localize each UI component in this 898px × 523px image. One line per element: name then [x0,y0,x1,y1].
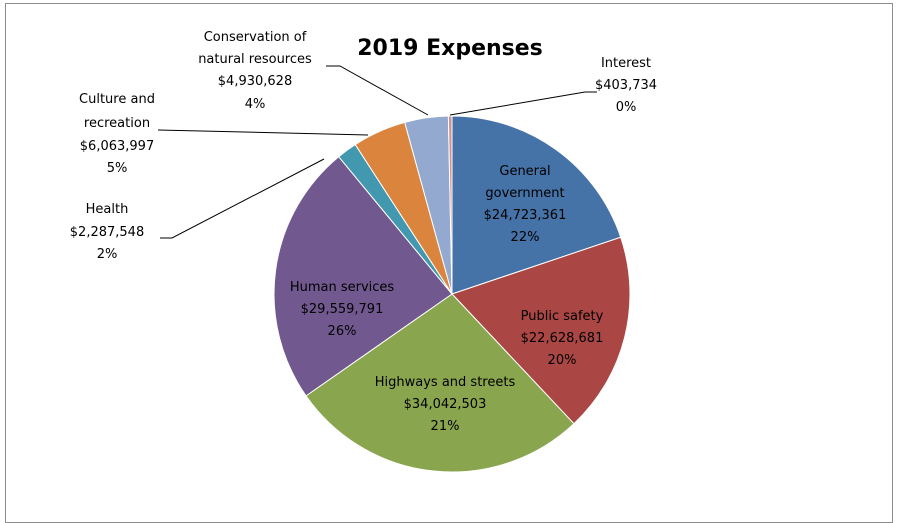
data-label-8: Interest $403,734 0% [595,56,657,115]
data-label-text: 4% [245,97,266,112]
data-label-2: Public safety $22,628,681 20% [521,309,604,368]
chart-title: 2019 Expenses [357,36,543,61]
data-label-text: 5% [107,161,128,176]
data-label-text: Public safety [521,309,604,324]
data-label-4: Human services $29,559,791 26% [290,280,395,339]
pie-slice-1 [451,115,622,295]
data-label-7: Conservation of natural resources $4,930,6… [198,30,312,112]
data-label-text: government [485,186,564,201]
data-label-3: Highways and streets $34,042,503 21% [375,375,516,434]
leader-line-8 [449,91,597,116]
data-label-text: $29,559,791 [301,302,384,317]
leader-lines [157,65,597,239]
data-label-text: $22,628,681 [521,331,604,346]
data-label-text: Health [86,202,129,217]
leader-line-7 [326,65,429,116]
data-label-text: natural resources [198,52,312,67]
data-label-text: Human services [290,280,395,295]
data-label-text: 21% [431,419,460,434]
pie-slice-2 [451,236,631,425]
data-label-text: Culture and [79,92,155,107]
data-labels: General government $24,723,361 22% Public sa… [70,30,657,434]
data-label-text: 22% [511,230,540,245]
data-label-text: Interest [601,56,651,71]
leader-line-6 [157,129,369,136]
data-label-text: 2% [97,247,118,262]
leader-line-5 [160,158,325,239]
data-label-text: 26% [328,324,357,339]
data-label-text: $6,063,997 [80,139,154,154]
pie-slice-4 [273,156,453,397]
pie-slice-3 [305,293,575,473]
data-label-text: recreation [84,116,150,131]
data-label-text: General [499,164,550,179]
data-label-text: $24,723,361 [484,208,567,223]
data-label-5: Health $2,287,548 2% [70,202,144,262]
data-label-6: Culture and recreation $6,063,997 5% [79,92,155,176]
data-label-text: $34,042,503 [404,397,487,412]
data-label-text: 0% [616,100,637,115]
pie-slices [273,115,631,473]
data-label-text: Highways and streets [375,375,516,390]
data-label-1: General government $24,723,361 22% [484,164,567,245]
data-label-text: $4,930,628 [218,74,292,89]
data-label-text: Conservation of [204,30,307,45]
data-label-text: $403,734 [595,78,657,93]
pie-slice-8 [447,115,453,295]
data-label-text: 20% [548,353,577,368]
data-label-text: $2,287,548 [70,225,144,240]
